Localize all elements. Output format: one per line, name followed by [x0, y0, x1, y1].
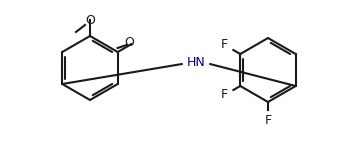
Text: O: O — [125, 36, 135, 50]
Text: F: F — [265, 114, 272, 126]
Text: O: O — [85, 14, 95, 26]
Text: HN: HN — [187, 55, 205, 69]
Text: F: F — [221, 88, 228, 102]
Text: F: F — [221, 38, 228, 52]
